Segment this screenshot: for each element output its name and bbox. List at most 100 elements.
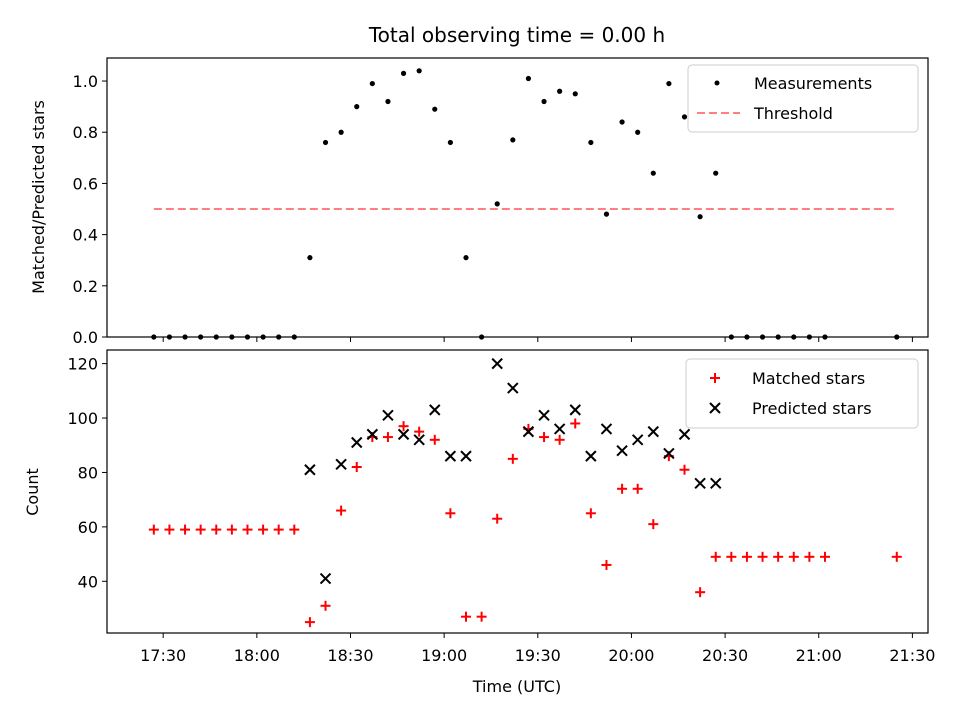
bottom-legend-box xyxy=(685,358,919,429)
matched-star-point xyxy=(741,551,752,562)
matched-star-point xyxy=(773,551,784,562)
measurement-point xyxy=(635,129,641,135)
predicted-star-point xyxy=(429,404,441,416)
predicted-star-point xyxy=(397,428,410,441)
bottom-xlabel: Time (UTC) xyxy=(472,677,561,696)
matched-star-point xyxy=(757,551,768,562)
bottom-xtick-label: 21:00 xyxy=(796,646,842,665)
top-ytick-label: 0.8 xyxy=(73,123,98,142)
matched-star-point xyxy=(679,464,690,475)
legend-predicted: Predicted stars xyxy=(752,399,872,418)
matched-star-point xyxy=(289,524,300,535)
measurement-point xyxy=(322,139,329,146)
predicted-star-point xyxy=(585,450,597,462)
top-ytick-label: 0.4 xyxy=(73,226,98,245)
matched-star-point xyxy=(445,508,456,519)
top-ytick-label: 0.2 xyxy=(73,277,98,296)
top-legend: Measurements Threshold xyxy=(687,64,919,133)
matched-star-point xyxy=(648,519,659,530)
measurement-point xyxy=(525,75,532,82)
bottom-xtick-label: 21:30 xyxy=(889,646,935,665)
matched-star-point xyxy=(320,600,331,611)
predicted-star-point xyxy=(491,357,503,370)
matched-star-point xyxy=(476,611,487,622)
predicted-star-point xyxy=(600,423,613,435)
measurement-point xyxy=(432,106,438,112)
matched-star-point xyxy=(195,524,206,535)
measurement-point xyxy=(307,255,313,261)
measurement-point xyxy=(510,137,516,143)
matched-star-point xyxy=(304,617,315,628)
measurement-point xyxy=(354,104,360,110)
predicted-star-point xyxy=(647,425,659,438)
bottom-xtick-label: 20:00 xyxy=(608,646,654,665)
measurement-point xyxy=(447,139,453,146)
matched-star-point xyxy=(460,611,471,622)
matched-star-point xyxy=(258,524,269,535)
measurement-point xyxy=(681,114,688,120)
predicted-star-point xyxy=(553,423,566,435)
measurement-point xyxy=(666,80,672,87)
predicted-star-point xyxy=(366,428,379,441)
measurement-point xyxy=(416,68,422,74)
top-ytick-label: 1.0 xyxy=(73,72,98,91)
measurement-point xyxy=(713,170,719,176)
measurement-point xyxy=(463,255,469,261)
predicted-star-point xyxy=(382,409,394,422)
measurement-point xyxy=(603,211,610,217)
measurement-point xyxy=(619,119,625,125)
measurement-points xyxy=(151,68,900,340)
predicted-star-point xyxy=(522,425,535,438)
top-axis-ticks: 0.0 0.2 0.4 0.6 0.8 1.0 xyxy=(73,72,913,347)
matched-star-point xyxy=(180,524,191,535)
predicted-star-point xyxy=(351,436,363,449)
measurement-point xyxy=(541,98,547,105)
bottom-plot-frame xyxy=(106,349,929,634)
predicted-star-point xyxy=(335,458,347,470)
bottom-xtick-label: 19:30 xyxy=(515,646,561,665)
top-ytick-label: 0.0 xyxy=(73,328,98,347)
matched-star-point xyxy=(554,434,565,445)
bottom-xtick-label: 17:30 xyxy=(140,646,186,665)
matched-star-point xyxy=(710,551,721,562)
bottom-xtick-label: 18:30 xyxy=(327,646,373,665)
matched-star-point xyxy=(585,508,596,519)
predicted-star-point xyxy=(444,450,457,462)
predicted-star-point xyxy=(663,447,675,460)
bottom-xtick-label: 20:30 xyxy=(702,646,748,665)
matched-star-point xyxy=(632,483,643,494)
matched-star-point xyxy=(382,432,393,443)
predicted-star-point xyxy=(538,409,550,422)
bottom-ytick-label: 120 xyxy=(67,355,98,374)
matched-star-point xyxy=(492,513,503,524)
measurement-point xyxy=(572,91,578,97)
legend-threshold: Threshold xyxy=(753,104,833,123)
bottom-axis-ticks: 40 60 80 100 120 17:30 18:00 18:30 19:00 19:30 20:… xyxy=(67,355,935,665)
matched-star-point xyxy=(429,434,440,445)
predicted-star-point xyxy=(507,382,519,394)
ratio-panel: Matched/Predicted stars 0.0 0.2 0.4 0.6 0.8 1… xyxy=(29,57,929,347)
matched-star-point xyxy=(804,551,815,562)
measurement-point xyxy=(494,201,500,207)
legend-measurements: Measurements xyxy=(754,74,872,93)
bottom-ylabel: Count xyxy=(23,468,42,516)
legend-matched-marker xyxy=(710,373,720,383)
matched-star-point xyxy=(242,524,253,535)
predicted-star-point xyxy=(694,477,706,490)
predicted-star-point xyxy=(616,444,628,457)
bottom-xtick-label: 19:00 xyxy=(421,646,467,665)
matched-star-point xyxy=(164,524,175,535)
matched-star-point xyxy=(351,462,362,473)
bottom-ytick-label: 80 xyxy=(78,463,98,482)
matched-star-point xyxy=(226,524,237,535)
legend-predicted-marker xyxy=(709,402,721,414)
matched-star-point xyxy=(788,551,799,562)
matched-star-point xyxy=(726,551,737,562)
matched-star-point xyxy=(273,524,284,535)
predicted-star-point xyxy=(413,434,425,446)
measurement-point xyxy=(557,88,563,94)
predicted-star-point xyxy=(304,464,316,476)
matched-star-point xyxy=(148,524,159,535)
figure-title: Total observing time = 0.00 h xyxy=(368,23,665,47)
